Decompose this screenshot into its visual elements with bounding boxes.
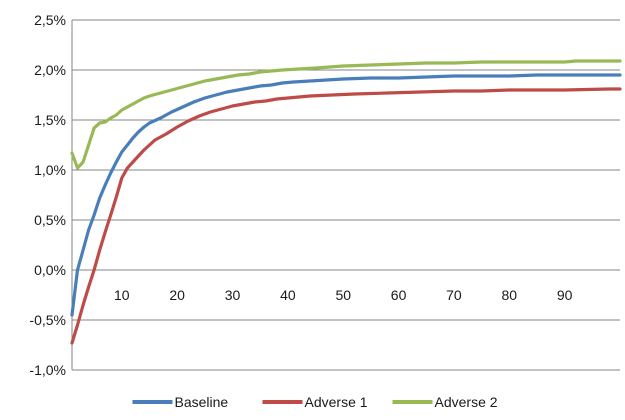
x-tick-label: 30 <box>225 287 241 303</box>
y-tick-label: 0,0% <box>34 262 66 278</box>
series-line <box>70 59 622 170</box>
series-line <box>70 73 622 317</box>
legend-label: Adverse 1 <box>305 394 368 410</box>
x-tick-labels: 10 20 30 40 50 60 70 80 90 <box>114 287 573 303</box>
x-tick-label: 10 <box>114 287 130 303</box>
legend-label: Baseline <box>175 394 229 410</box>
series-line <box>70 87 622 345</box>
x-tick-label: 50 <box>335 287 351 303</box>
x-tick-label: 60 <box>391 287 407 303</box>
y-tick-label: 2,5% <box>34 12 66 28</box>
x-tick-label: 20 <box>169 287 185 303</box>
x-tick-label: 80 <box>502 287 518 303</box>
x-tick-label: 90 <box>557 287 573 303</box>
legend: Baseline Adverse 1 Adverse 2 <box>132 394 498 410</box>
x-tick-label: 70 <box>446 287 462 303</box>
y-tick-labels: 2,5% 2,0% 1,5% 1,0% 0,5% 0,0% -0,5% -1,0% <box>29 12 66 378</box>
series-lines <box>70 59 622 345</box>
grid-lines <box>72 19 620 371</box>
y-tick-label: 0,5% <box>34 212 66 228</box>
y-tick-label: 1,0% <box>34 162 66 178</box>
legend-label: Adverse 2 <box>435 394 498 410</box>
x-tick-label: 40 <box>280 287 296 303</box>
y-tick-label: 2,0% <box>34 62 66 78</box>
y-tick-label: -1,0% <box>29 362 66 378</box>
y-tick-label: -0,5% <box>29 312 66 328</box>
y-tick-label: 1,5% <box>34 112 66 128</box>
